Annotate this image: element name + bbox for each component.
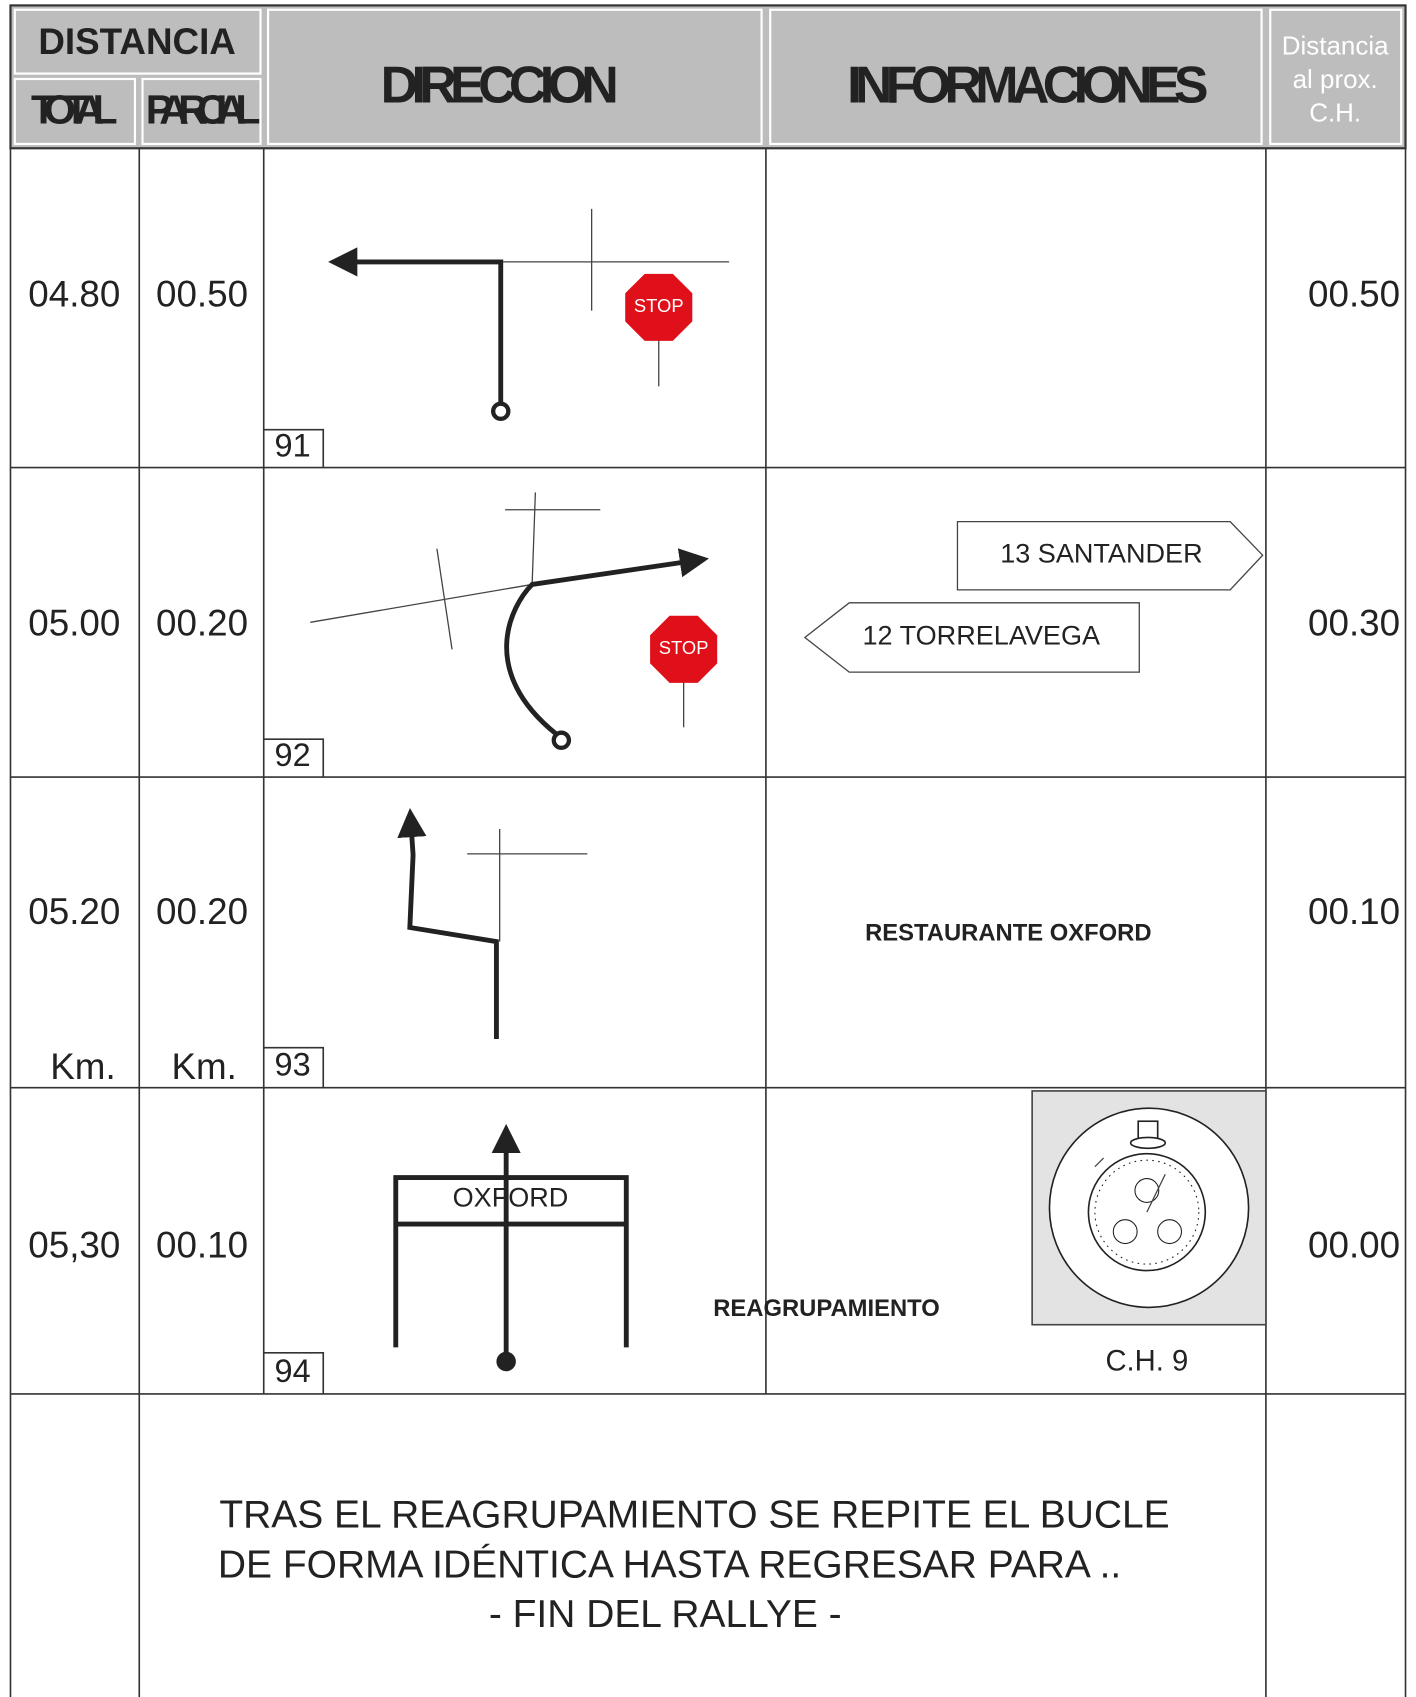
sign-text: 13 SANTANDER: [1000, 538, 1202, 568]
diagram: [397, 807, 588, 1039]
diagram: [328, 208, 730, 422]
note-number: 91: [275, 428, 311, 464]
info-text: RESTAURANTE OXFORD: [865, 919, 1151, 946]
info-text: REAGRUPAMIENTO: [713, 1295, 940, 1322]
rows: 04.80 00.50 00.50 91 05.00 00.20 00.30 92 05.20 0…: [28, 273, 1400, 1389]
next: 00.00: [1308, 1225, 1400, 1266]
stop-label: STOP: [634, 295, 684, 316]
footer-text: - FIN DEL RALLYE -: [489, 1593, 842, 1636]
sign-text: OXFORD: [453, 1182, 569, 1212]
diagram: [310, 492, 1264, 751]
parcial: 00.20: [156, 891, 248, 932]
header-text: Distancia: [1282, 30, 1389, 60]
grid: [9, 148, 1407, 1697]
total: 05.00: [28, 602, 120, 643]
parcial: 00.10: [156, 1225, 248, 1266]
header-text: TOTAL: [31, 86, 118, 132]
next: 00.50: [1308, 273, 1400, 314]
total: 04.80: [28, 273, 120, 314]
total: 05,30: [28, 1225, 120, 1266]
diagram: [393, 1090, 1267, 1372]
header-text: al prox.: [1293, 64, 1378, 94]
parcial: 00.50: [156, 273, 248, 314]
note-number: 92: [275, 737, 311, 773]
header-text: C.H.: [1309, 98, 1361, 128]
next: 00.30: [1308, 602, 1400, 643]
note-number: 93: [275, 1047, 311, 1083]
unit: Km.: [50, 1046, 115, 1087]
header-text: DISTANCIA: [38, 21, 236, 62]
header-text: PARCIAL: [146, 86, 261, 132]
header-text: INFORMACIONES: [847, 56, 1208, 114]
footer-text: TRAS EL REAGRUPAMIENTO SE REPITE EL BUCL…: [219, 1494, 1169, 1537]
note-number: 94: [275, 1353, 311, 1389]
stop-label: STOP: [659, 637, 709, 658]
unit: Km.: [171, 1046, 236, 1087]
next: 00.10: [1308, 891, 1400, 932]
sign-text: 12 TORRELAVEGA: [863, 621, 1101, 651]
parcial: 00.20: [156, 602, 248, 643]
total: 05.20: [28, 891, 120, 932]
header-bg: [9, 4, 1407, 150]
control-label: C.H. 9: [1105, 1345, 1188, 1377]
header-text: DIRECCION: [381, 56, 619, 114]
footer-text: DE FORMA IDÉNTICA HASTA REGRESAR PARA ..: [218, 1543, 1121, 1586]
